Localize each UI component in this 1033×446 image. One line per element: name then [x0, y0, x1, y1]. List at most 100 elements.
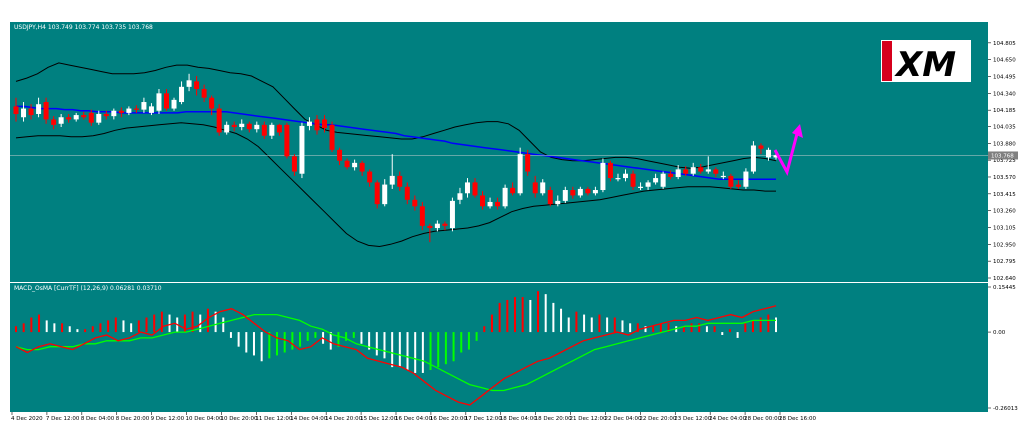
candle — [179, 81, 185, 105]
candle — [261, 121, 267, 139]
histogram-bar — [383, 332, 386, 359]
candle — [480, 191, 486, 210]
histogram-bar — [114, 317, 117, 333]
histogram-bar — [329, 332, 332, 350]
histogram-bar — [76, 329, 79, 333]
histogram-bar — [237, 332, 240, 347]
candle-body — [434, 223, 440, 229]
histogram-bar — [583, 314, 586, 333]
histogram-bar — [667, 323, 670, 333]
macd-line — [15, 305, 777, 406]
candle-body — [510, 187, 516, 194]
candle-body — [698, 167, 704, 172]
candle — [148, 103, 154, 116]
candle — [592, 186, 598, 196]
candle-body — [314, 119, 320, 131]
candle — [284, 122, 290, 159]
candle-body — [495, 201, 501, 207]
candle — [88, 109, 94, 126]
candle — [773, 154, 779, 160]
histogram-bar — [575, 311, 578, 333]
candle-body — [472, 182, 478, 196]
histogram-bar — [590, 317, 593, 333]
histogram-bar — [498, 302, 501, 333]
candle-body — [683, 169, 689, 174]
histogram-bar — [537, 291, 540, 333]
candle-body — [261, 124, 267, 136]
candle-body — [555, 200, 561, 205]
time-tick-label: 22 Dec 20:00 — [639, 416, 676, 422]
candle — [457, 187, 463, 205]
candle-body — [239, 123, 245, 128]
histogram-bar — [744, 323, 747, 333]
histogram-bar — [506, 299, 509, 333]
macd-panel[interactable] — [10, 283, 988, 412]
bollinger-upper-line — [15, 62, 777, 169]
histogram-bar — [544, 294, 547, 333]
candle — [720, 171, 726, 180]
candle — [111, 108, 117, 120]
candle-body — [540, 182, 546, 194]
candle-body — [562, 190, 568, 201]
candle — [329, 121, 335, 152]
candle — [96, 110, 102, 125]
candle-body — [21, 108, 27, 118]
price-chart-title: USDJPY,H4 103.749 103.774 103.735 103.76… — [14, 24, 153, 31]
histogram-bar — [529, 299, 532, 333]
histogram-bar — [713, 326, 716, 333]
time-tick-label: 14 Dec 20:00 — [325, 416, 362, 422]
histogram-bar — [53, 323, 56, 333]
candle-body — [344, 160, 350, 168]
macd-chart-title: MACD_OsMA [CurrTF] (12,26,9) 0.06281 0.0… — [14, 285, 162, 292]
price-panel[interactable] — [10, 22, 988, 282]
candle — [36, 97, 42, 118]
candle — [419, 201, 425, 231]
price-tick-label: 102.640 — [993, 276, 1016, 282]
candle — [615, 173, 621, 182]
candle-body — [638, 186, 644, 188]
candle — [43, 97, 49, 124]
candle-body — [623, 173, 629, 179]
candle-body — [758, 145, 764, 149]
price-tick-label: 104.805 — [993, 41, 1016, 47]
candle-body — [141, 102, 147, 110]
candle-body — [58, 117, 64, 124]
histogram-bar — [629, 323, 632, 333]
candle — [412, 195, 418, 211]
histogram-bar — [613, 317, 616, 333]
candle — [765, 147, 771, 161]
candle — [269, 122, 275, 139]
histogram-bar — [206, 308, 209, 333]
histogram-bar — [521, 297, 524, 333]
candle-body — [382, 184, 388, 205]
time-tick-label: 7 Dec 12:00 — [46, 416, 80, 422]
candle-body — [517, 154, 523, 194]
candle — [623, 169, 629, 182]
histogram-bar — [728, 329, 731, 333]
time-tick-label: 24 Dec 04:00 — [709, 416, 746, 422]
candle-body — [329, 124, 335, 150]
candle — [547, 186, 553, 207]
price-tick-label: 103.725 — [993, 158, 1016, 164]
candle — [690, 162, 696, 176]
candle — [209, 95, 215, 116]
histogram-bar — [513, 297, 516, 333]
candle — [397, 171, 403, 192]
candle-body — [66, 117, 72, 120]
candle — [352, 159, 358, 171]
candle-body — [720, 175, 726, 178]
candle-body — [397, 175, 403, 187]
candle-body — [337, 149, 343, 161]
candle-body — [156, 93, 162, 111]
histogram-bar — [368, 332, 371, 350]
bollinger-lower-line — [15, 122, 776, 248]
candle — [133, 105, 139, 113]
candle — [525, 149, 531, 176]
candle — [487, 197, 493, 209]
time-tick-label: 28 Dec 16:00 — [779, 416, 816, 422]
candle — [698, 163, 704, 174]
candle — [683, 166, 689, 176]
candle — [13, 97, 19, 122]
candle — [374, 180, 380, 209]
